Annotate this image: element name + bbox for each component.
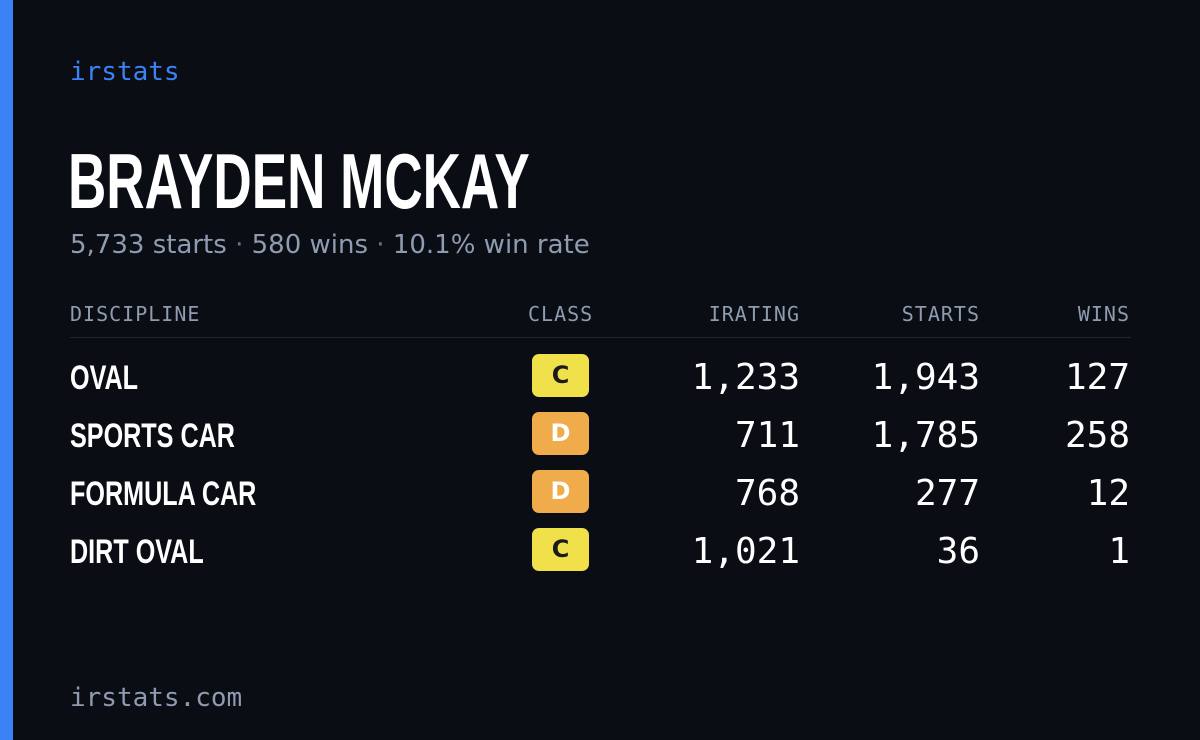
header-irating: IRATING [708, 302, 800, 326]
class-badge: C [532, 528, 589, 571]
class-badge: D [532, 470, 589, 513]
irating-value: 1,021 [691, 531, 800, 572]
irating-value: 1,233 [691, 357, 800, 398]
driver-name: BRAYDEN MCKAY [68, 137, 530, 225]
irating-value: 768 [734, 473, 800, 514]
table-row: DIRT OVAL C 1,021 36 1 [0, 528, 1200, 586]
irating-value: 711 [734, 415, 800, 456]
discipline-label: OVAL [70, 359, 139, 397]
wins-summary: 580 wins [251, 230, 369, 260]
discipline-label: DIRT OVAL [70, 533, 204, 571]
table-row: FORMULA CAR D 768 277 12 [0, 470, 1200, 528]
header-divider [70, 337, 1131, 338]
starts-summary: 5,733 starts [70, 230, 227, 260]
wins-value: 12 [1086, 473, 1130, 514]
discipline-label: SPORTS CAR [70, 417, 235, 455]
header-class: CLASS [528, 302, 594, 326]
driver-summary: 5,733 starts · 580 wins · 10.1% win rate [70, 228, 590, 262]
class-badge: C [532, 354, 589, 397]
starts-value: 1,785 [871, 415, 980, 456]
class-badge: D [532, 412, 589, 455]
brand-logo-text[interactable]: irstats [70, 57, 180, 87]
wins-value: 127 [1064, 357, 1130, 398]
header-starts: STARTS [901, 302, 980, 326]
header-wins: WINS [1077, 302, 1130, 326]
starts-value: 1,943 [871, 357, 980, 398]
wins-value: 258 [1064, 415, 1130, 456]
table-row: OVAL C 1,233 1,943 127 [0, 354, 1200, 412]
summary-separator: · [376, 230, 385, 260]
discipline-label: FORMULA CAR [70, 475, 257, 513]
summary-separator: · [235, 230, 244, 260]
table-row: SPORTS CAR D 711 1,785 258 [0, 412, 1200, 470]
starts-value: 36 [936, 531, 980, 572]
footer-url[interactable]: irstats.com [70, 683, 243, 713]
header-discipline: DISCIPLINE [70, 302, 201, 326]
accent-bar [0, 0, 13, 740]
starts-value: 277 [914, 473, 980, 514]
wins-value: 1 [1108, 531, 1130, 572]
win-rate-summary: 10.1% win rate [392, 230, 590, 260]
